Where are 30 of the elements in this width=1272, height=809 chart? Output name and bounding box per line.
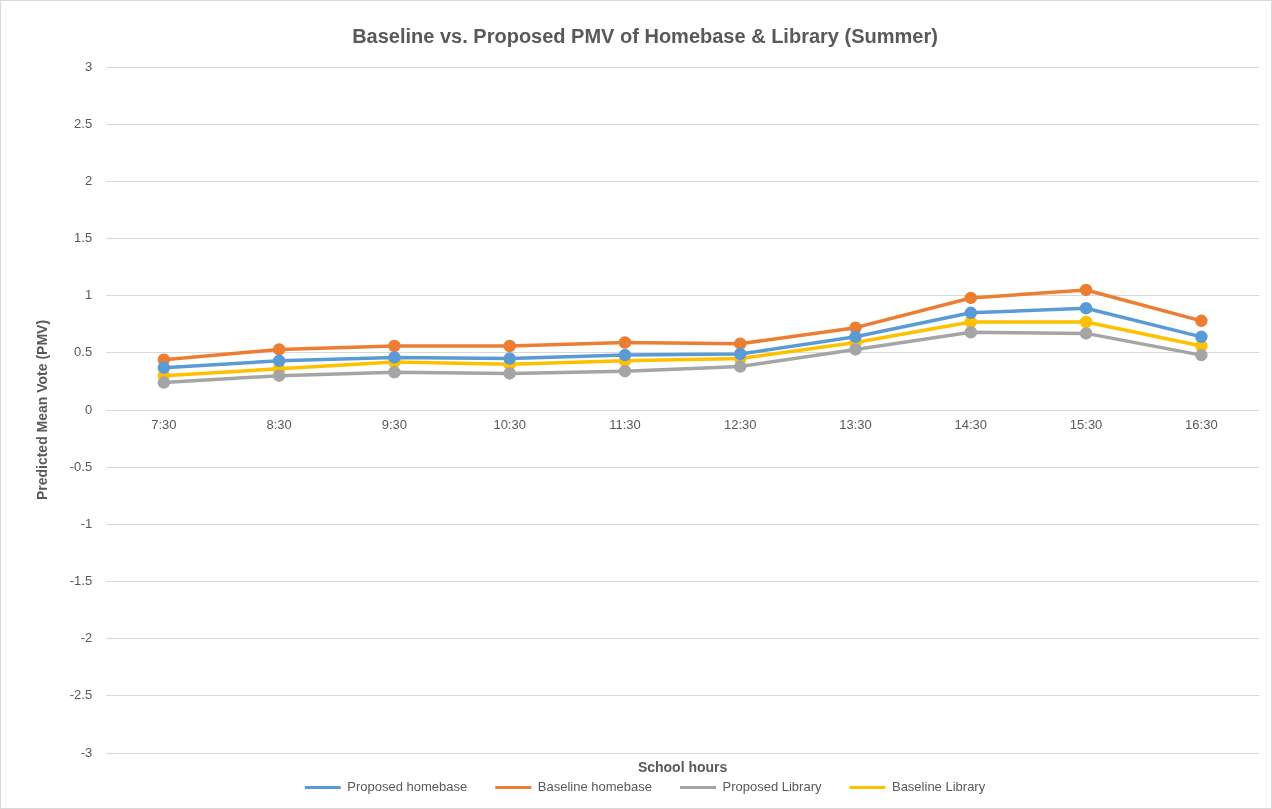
- y-tick-label: 3: [84, 58, 93, 74]
- y-tick-label: -1: [80, 515, 93, 531]
- legend-label: Proposed Library: [722, 779, 822, 795]
- y-tick-label: 1: [84, 287, 93, 303]
- legend-label: Baseline homebase: [537, 779, 652, 795]
- x-tick-label: 14:30: [954, 417, 988, 433]
- x-tick-label: 7:30: [151, 417, 177, 433]
- x-axis-title: School hours: [637, 758, 728, 775]
- y-tick-label: 2: [84, 172, 93, 188]
- y-tick-label: -1.5: [69, 573, 93, 589]
- x-tick-label: 11:30: [609, 417, 641, 433]
- x-tick-label: 9:30: [381, 417, 408, 433]
- y-tick-label: 2.5: [74, 115, 93, 131]
- legend-label: Proposed homebase: [347, 779, 468, 795]
- y-tick-label: -3: [80, 744, 93, 760]
- x-tick-label: 12:30: [723, 417, 757, 433]
- y-tick-label: 1.5: [74, 230, 93, 246]
- x-tick-label: 10:30: [493, 417, 526, 433]
- x-tick-label: 13:30: [839, 417, 872, 433]
- y-tick-label: 0.5: [74, 344, 93, 360]
- y-tick-label: -0.5: [69, 458, 93, 474]
- x-tick-label: 8:30: [266, 417, 292, 433]
- y-tick-label: 0: [84, 401, 93, 417]
- y-tick-label: -2: [80, 630, 93, 646]
- chart-title: Baseline vs. Proposed PMV of Homebase & Library (Summer): [352, 24, 938, 47]
- y-axis-title: Predicted Mean Vote (PMV): [34, 319, 51, 501]
- x-tick-label: 16:30: [1185, 417, 1218, 433]
- legend-label: Baseline Library: [891, 779, 986, 795]
- y-tick-label: -2.5: [69, 687, 93, 703]
- x-tick-label: 15:30: [1069, 417, 1103, 433]
